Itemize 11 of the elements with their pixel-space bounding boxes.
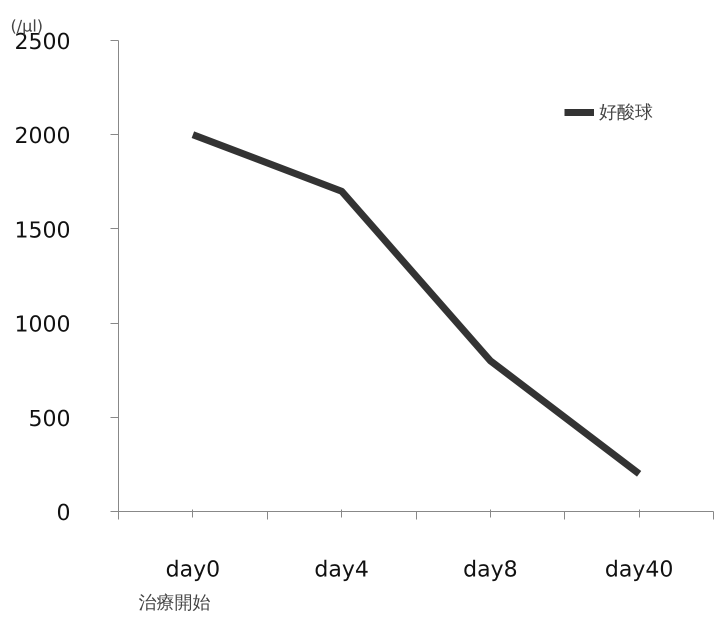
- x-tick-label: day8: [463, 558, 518, 582]
- y-tick-label: 0: [56, 501, 71, 526]
- x-tick-label: day40: [604, 558, 674, 582]
- x-tick-label: day4: [314, 558, 369, 582]
- y-tick-label: 2000: [14, 124, 71, 150]
- y-tick-label: 1000: [14, 312, 71, 338]
- x-tick-label: day0: [166, 558, 220, 582]
- text: 治療開始: [138, 592, 210, 614]
- y-tick-label: 500: [28, 406, 71, 432]
- legend-label: 好酸球: [599, 101, 653, 124]
- y-tick-label: 1500: [14, 218, 71, 244]
